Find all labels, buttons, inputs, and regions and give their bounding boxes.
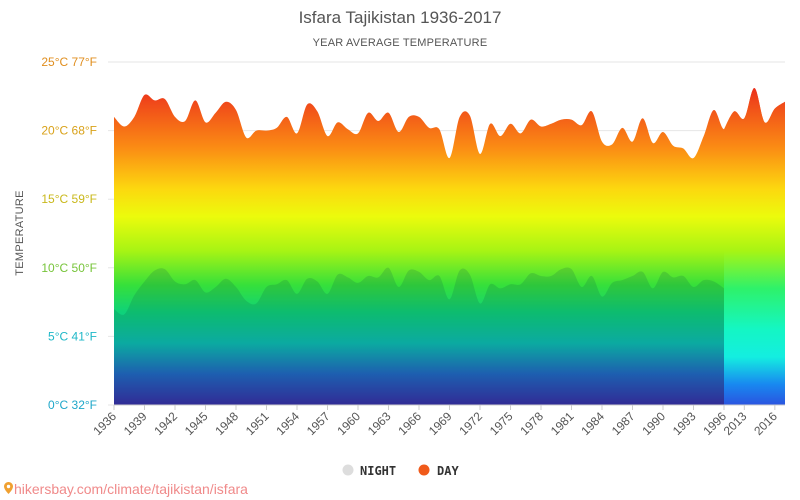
x-axis-ticks: 1936 1939 1942 1945 1948 1951 1954 1957 1960 1963… bbox=[90, 405, 780, 438]
y-tick-label: 10°C 50°F bbox=[41, 261, 97, 275]
plot-area bbox=[114, 88, 785, 406]
legend-day-marker bbox=[418, 464, 430, 476]
x-tick-label: 1954 bbox=[273, 409, 302, 438]
chart-title: Isfara Tajikistan 1936-2017 bbox=[299, 8, 502, 27]
x-tick-label: 1978 bbox=[517, 409, 546, 438]
source-url: hikersbay.com/climate/tajikistan/isfara bbox=[14, 481, 248, 497]
x-tick-label: 1975 bbox=[487, 409, 516, 438]
x-tick-label: 1948 bbox=[212, 409, 241, 438]
y-tick-label: 5°C 41°F bbox=[48, 329, 97, 343]
legend-item-night[interactable]: NIGHT bbox=[342, 464, 397, 478]
y-tick-label: 15°C 59°F bbox=[41, 192, 97, 206]
legend-day-label: DAY bbox=[437, 464, 459, 478]
y-axis-ticks: 0°C 32°F 5°C 41°F 10°C 50°F 15°C 59°F 20°C 6… bbox=[41, 55, 97, 412]
x-tick-label: 1993 bbox=[670, 409, 699, 438]
series-night-area[interactable] bbox=[114, 267, 724, 405]
legend-night-label: NIGHT bbox=[360, 464, 396, 478]
legend: NIGHT DAY bbox=[342, 464, 460, 478]
x-tick-label: 1981 bbox=[548, 409, 577, 438]
x-tick-label: 2016 bbox=[751, 409, 780, 438]
x-tick-label: 1951 bbox=[243, 409, 272, 438]
legend-night-marker bbox=[342, 464, 354, 476]
location-pin-icon bbox=[4, 481, 13, 497]
x-tick-label: 1945 bbox=[182, 409, 211, 438]
series-night-shade bbox=[114, 267, 724, 405]
x-tick-label: 1966 bbox=[395, 409, 424, 438]
y-tick-label: 20°C 68°F bbox=[41, 124, 97, 138]
x-tick-label: 1969 bbox=[426, 409, 455, 438]
x-tick-label: 1963 bbox=[365, 409, 394, 438]
x-tick-label: 1939 bbox=[121, 409, 150, 438]
x-tick-label: 1936 bbox=[90, 409, 119, 438]
x-tick-label: 1987 bbox=[609, 409, 638, 438]
x-tick-label: 1972 bbox=[456, 409, 485, 438]
y-axis-label: TEMPERATURE bbox=[14, 190, 26, 276]
x-tick-label: 2013 bbox=[721, 409, 750, 438]
x-tick-label: 1984 bbox=[578, 409, 607, 438]
x-tick-label: 1960 bbox=[334, 409, 363, 438]
source-link[interactable]: hikersbay.com/climate/tajikistan/isfara bbox=[4, 481, 248, 497]
series-day-tail-area bbox=[724, 88, 785, 406]
chart-subtitle: YEAR AVERAGE TEMPERATURE bbox=[313, 37, 488, 49]
legend-item-day[interactable]: DAY bbox=[418, 464, 460, 478]
x-tick-label: 1990 bbox=[639, 409, 668, 438]
x-tick-label: 1957 bbox=[304, 409, 333, 438]
y-tick-label: 25°C 77°F bbox=[41, 55, 97, 69]
x-tick-label: 1942 bbox=[151, 409, 180, 438]
y-tick-label: 0°C 32°F bbox=[48, 398, 97, 412]
